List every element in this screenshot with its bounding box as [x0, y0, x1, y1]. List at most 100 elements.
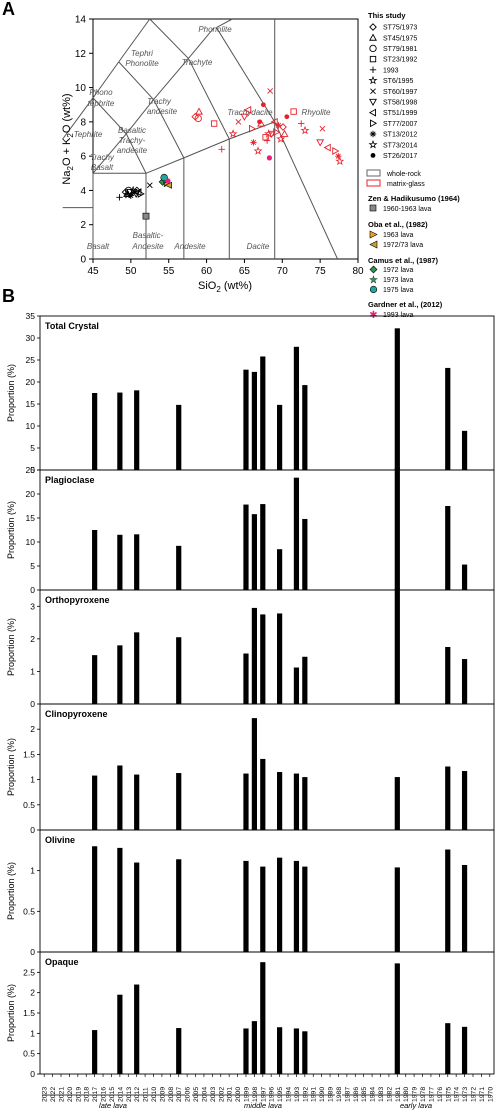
year-label: 1972	[470, 1087, 477, 1102]
year-label: 1992	[302, 1087, 309, 1102]
year-label: 1988	[336, 1087, 343, 1102]
legend-camus-star-icon: ★	[369, 275, 378, 286]
legend-zen-title: Zen & Hadikusumo (1964)	[368, 194, 460, 203]
x-tick-label: 70	[277, 266, 289, 277]
subplot-y-axis-title: Proportion (%)	[6, 618, 16, 676]
bar-1995	[277, 857, 283, 952]
bar-1992	[302, 1031, 308, 1074]
y-tick-label: 0.5	[23, 906, 35, 916]
bar-2012	[134, 774, 140, 830]
year-label: 1996	[269, 1087, 276, 1102]
legend-item-label: ST58/1998	[383, 100, 417, 107]
matrix-glass-point	[267, 88, 274, 94]
y-tick-label: 15	[26, 399, 36, 409]
bar-1973	[461, 430, 468, 470]
matrix-glass-point	[335, 152, 342, 160]
bar-2007	[176, 773, 182, 830]
y-tick-label: 20	[26, 489, 36, 499]
legend-item-label: ST45/1975	[383, 35, 417, 42]
x-tick-label: 60	[201, 266, 213, 277]
bar-1973	[461, 864, 468, 952]
legend-marker-icon	[369, 130, 377, 138]
bar-2017	[92, 393, 98, 470]
bar-1992	[302, 385, 308, 470]
subplot-y-axis-title: Proportion (%)	[6, 501, 16, 559]
legend-oba-item-1963: 1963 lava	[383, 232, 413, 239]
y-tick-label: 0.5	[23, 1049, 35, 1059]
legend-gardner-title: Gardner et al., (2012)	[368, 300, 443, 309]
bar-1975	[445, 506, 451, 590]
matrix-glass-point	[235, 118, 242, 125]
year-label: 1981	[395, 1087, 402, 1102]
tas-y-axis-title: Na2O + K2O (wt%)	[61, 93, 75, 184]
field-boundary-line	[92, 61, 120, 99]
matrix-glass-point	[250, 139, 257, 146]
bar-1997	[260, 758, 266, 830]
legend-this-study: This study	[368, 11, 406, 20]
bar-1999	[243, 1028, 249, 1074]
legend-marker-icon	[369, 33, 377, 41]
y-tick-label: 0	[30, 947, 35, 957]
year-label: 2013	[126, 1087, 133, 1102]
x-tick-label: 75	[315, 266, 327, 277]
matrix-glass-point	[228, 129, 238, 138]
bar-1975	[445, 367, 451, 470]
bar-1973	[461, 564, 468, 590]
bar-1999	[243, 653, 249, 704]
subplot-y-axis-title: Proportion (%)	[6, 984, 16, 1042]
bar-2017	[92, 530, 98, 590]
x-tick-label: 55	[163, 266, 175, 277]
field-boundary-line	[62, 97, 94, 140]
bar-2014	[117, 765, 123, 830]
bar-1975	[445, 1023, 451, 1074]
bar-2017	[92, 775, 98, 830]
bar-2012	[134, 632, 140, 704]
year-label: 2019	[75, 1087, 82, 1102]
year-label: 2004	[201, 1087, 208, 1102]
y-tick-label: 1	[30, 1028, 35, 1038]
tas-legend: This study ST75/1973ST45/1975ST79/1981ST…	[366, 11, 460, 321]
bar-1993	[293, 346, 300, 470]
matrix-glass-point	[240, 113, 249, 121]
field-boundary-line	[153, 58, 189, 100]
matrix-glass-point	[257, 119, 266, 127]
bar-2014	[117, 392, 123, 470]
bar-1998	[251, 514, 257, 590]
subplot-y-axis-title: Proportion (%)	[6, 862, 16, 920]
legend-marker-icon	[369, 23, 377, 31]
bar-1999	[243, 773, 249, 830]
subplot-title: Opaque	[45, 957, 79, 967]
y-tick-label: 0	[30, 825, 35, 835]
field-label-rhyolite: Rhyolite	[302, 108, 331, 117]
x-tick-label: 45	[87, 266, 99, 277]
whole-rock-point	[133, 186, 141, 195]
field-label-trachy-basalt: Trachy	[90, 153, 115, 162]
bar-1981	[394, 588, 400, 704]
gardner-1993-point	[266, 155, 273, 161]
matrix-glass-point	[298, 120, 305, 127]
y-tick-label: 14	[75, 15, 87, 26]
year-label: 2012	[134, 1087, 141, 1102]
bar-subplot-olivine: 0 0.5 1 Olivine Proportion (%)	[6, 829, 495, 957]
bar-2007	[176, 859, 182, 952]
legend-item-label: 1993	[383, 67, 399, 74]
bar-1975	[445, 849, 451, 952]
bar-1995	[277, 404, 283, 470]
y-tick-label: 1.5	[23, 1008, 35, 1018]
bar-subplot-plagioclase: 0 5 10 15 20 25 Plagioclase Proportion (%)	[6, 465, 495, 595]
legend-sample-items: ST75/1973 ST45/1975 ST79/1981 ST23/1992 1993…	[368, 23, 417, 160]
y-tick-label: 10	[75, 83, 87, 94]
bar-1981	[394, 467, 400, 590]
field-label-trachy-andesite-2: andesite	[147, 107, 178, 116]
field-label-phono-tephrite: Phono	[89, 88, 113, 97]
legend-matrix-glass-swatch	[366, 179, 381, 187]
bar-2014	[117, 645, 123, 704]
y-tick-label: 0	[80, 255, 86, 266]
matrix-glass-point	[279, 123, 287, 131]
tas-axes: 45 50 55 60 65 70 75 80 0 2 4 6 8 10 12 14	[75, 15, 364, 278]
bar-2007	[176, 637, 182, 704]
bar-1995	[277, 1027, 283, 1074]
year-label: 1971	[479, 1087, 486, 1102]
y-tick-label: 1	[30, 775, 35, 785]
